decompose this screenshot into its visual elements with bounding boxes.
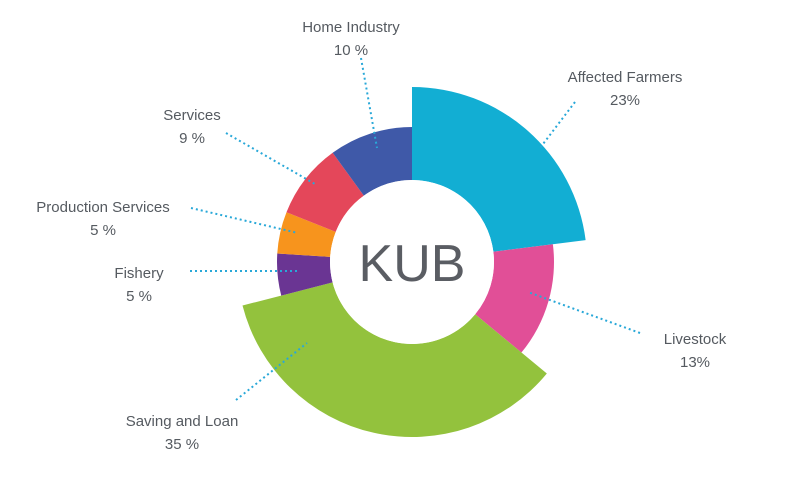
label-name-home-industry: Home Industry [302,19,400,36]
label-value-home-industry: 10 % [334,42,368,59]
center-label: KUB [359,235,466,293]
leader-line-livestock [527,291,641,334]
slices-group [242,87,586,437]
slice-affected-farmers [412,87,586,252]
leader-line-affected-farmers [539,101,576,149]
slice-services [286,152,364,232]
leader-line-saving-and-loan [235,342,308,401]
label-value-fishery: 5 % [126,288,152,305]
label-value-services: 9 % [179,130,205,147]
slice-fishery [277,253,333,296]
leader-line-services [225,132,316,185]
label-name-affected-farmers: Affected Farmers [568,69,683,86]
slice-production-services [277,212,336,257]
label-name-saving-and-loan: Saving and Loan [126,413,239,430]
slice-livestock [475,244,555,353]
slice-home-industry [332,127,412,196]
label-name-services: Services [163,107,221,124]
labels-group: Affected Farmers 23% Livestock 13% Saving an… [36,19,726,453]
leader-line-home-industry [360,57,378,149]
label-value-affected-farmers: 23% [610,92,640,109]
label-value-saving-and-loan: 35 % [165,436,199,453]
leader-lines-group [190,57,641,401]
label-name-production-services: Production Services [36,199,169,216]
label-name-livestock: Livestock [664,331,727,348]
donut-hole [330,180,494,344]
label-value-production-services: 5 % [90,222,116,239]
slice-saving-and-loan [242,282,547,437]
label-name-fishery: Fishery [114,265,164,282]
label-value-livestock: 13% [680,354,710,371]
leader-line-production-services [190,207,299,234]
